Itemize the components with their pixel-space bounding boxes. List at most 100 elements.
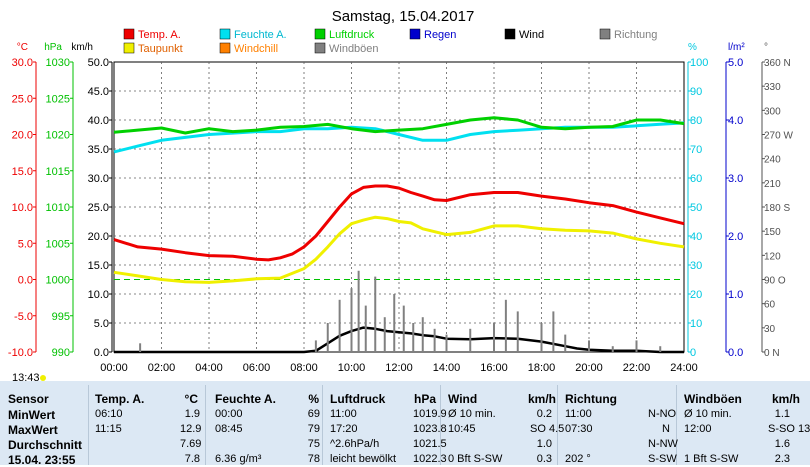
panel-cell: 202 ° <box>565 453 591 465</box>
panel-cell: 11:00 <box>330 408 357 420</box>
panel-cell: 69 <box>307 408 320 420</box>
panel-cell: 1.0 <box>536 438 552 450</box>
legend-swatch-feuchte-a <box>219 28 231 40</box>
legend-label-windb-en: Windböen <box>329 43 379 55</box>
y-tick-label: 45.0 <box>88 86 109 98</box>
panel-cell: 11:00 <box>565 408 592 420</box>
y-tick-label: 1005 <box>46 238 70 250</box>
panel-cell: 1022.3 <box>413 453 447 465</box>
y-tick-label: 0.0 <box>94 347 109 359</box>
y-tick-label: 1.0 <box>728 289 743 301</box>
y-tick-label: 10.0 <box>12 202 33 214</box>
panel-cell: S-SO 13.0 <box>768 423 810 435</box>
panel-cell: Feuchte A. <box>215 392 276 406</box>
y-tick-label: 25.0 <box>88 202 109 214</box>
panel-cell: N <box>662 423 670 435</box>
legend-swatch-windb-en <box>314 42 326 54</box>
panel-cell: 79 <box>307 423 320 435</box>
panel-cell: 1 Bft S-SW <box>684 453 739 465</box>
statistics-panel: Sensor Temp. A. °C Feuchte A.% Luftdruck hPa W… <box>0 381 810 467</box>
panel-cell: 1023.8 <box>413 423 447 435</box>
panel-cell: 08:45 <box>215 423 243 435</box>
panel-cell: 2.3 <box>774 453 790 465</box>
legend-swatch-temp-a <box>123 28 135 40</box>
y-tick-label: 30 <box>690 260 702 272</box>
panel-cell: 00:00 <box>215 408 243 420</box>
panel-cell: 17:20 <box>330 423 358 435</box>
x-tick-label: 18:00 <box>528 362 556 374</box>
panel-separator <box>676 385 677 465</box>
legend-swatch-regen <box>409 28 421 40</box>
x-tick-label: 24:00 <box>670 362 698 374</box>
y-tick-label: 1010 <box>46 202 70 214</box>
panel-cell: Ø 10 min. <box>448 408 496 420</box>
y-tick-label: 0.0 <box>18 275 33 287</box>
x-tick-label: 14:00 <box>433 362 461 374</box>
y-tick-label: 40.0 <box>88 115 109 127</box>
panel-cell: 1021.5 <box>413 438 447 450</box>
legend-label-taupunkt: Taupunkt <box>138 43 183 55</box>
y-tick-label: 20.0 <box>88 231 109 243</box>
y-tick-label: 990 <box>52 347 70 359</box>
panel-cell: hPa <box>414 392 437 406</box>
y-tick-label: 1030 <box>46 57 70 69</box>
legend-label-luftdruck: Luftdruck <box>329 29 375 41</box>
y-tick-label: 70 <box>690 144 702 156</box>
panel-cell: 12:00 <box>684 423 712 435</box>
legend-label-regen: Regen <box>424 29 456 41</box>
x-tick-label: 10:00 <box>338 362 366 374</box>
y-tick-label: 10.0 <box>88 289 109 301</box>
y-tick-label: 120 <box>764 251 781 262</box>
y-tick-label: -5.0 <box>14 311 33 323</box>
panel-cell: 11:15 <box>95 423 122 435</box>
y-tick-label: 1000 <box>46 275 70 287</box>
y-tick-label: 330 <box>764 82 781 93</box>
panel-cell: leicht bewölkt <box>330 453 397 465</box>
panel-separator <box>322 385 323 465</box>
panel-cell: Ø 10 min. <box>684 408 732 420</box>
y-tick-label: 90 O <box>764 276 786 287</box>
panel-cell: 7.8 <box>184 453 200 465</box>
axis-unit-3: % <box>688 42 697 53</box>
panel-cell: MaxWert <box>8 423 58 437</box>
legend-swatch-windchill <box>219 42 231 54</box>
x-tick-label: 04:00 <box>195 362 223 374</box>
panel-cell: S-SW <box>648 453 677 465</box>
panel-cell: 12.9 <box>180 423 202 435</box>
legend-swatch-luftdruck <box>314 28 326 40</box>
axis-units: °C hPa km/h% l/m² ° <box>17 42 768 53</box>
panel-cell: 07:30 <box>565 423 593 435</box>
y-tick-label: 20 <box>690 289 702 301</box>
y-tick-label: 25.0 <box>12 93 33 105</box>
y-tick-label: 270 W <box>764 131 793 142</box>
y-tick-label: 60 <box>764 300 776 311</box>
y-tick-label: 0 <box>690 347 696 359</box>
x-tick-label: 00:00 <box>100 362 128 374</box>
y-tick-label: 30 <box>764 324 776 335</box>
legend-label-temp-a: Temp. A. <box>138 29 181 41</box>
y-tick-label: 4.0 <box>728 115 743 127</box>
legend-label-feuchte-a: Feuchte A. <box>234 29 287 41</box>
panel-cell: 1019.9 <box>413 408 447 420</box>
x-tick-label: 08:00 <box>290 362 318 374</box>
y-tick-label: 2.0 <box>728 231 743 243</box>
chart-title: Samstag, 15.04.2017 <box>332 8 475 25</box>
series-luftdruck <box>113 116 685 135</box>
panel-cell: % <box>308 392 319 406</box>
panel-separator <box>440 385 441 465</box>
panel-cell: MinWert <box>8 408 56 422</box>
panel-cell: 15.04. 23:55 <box>8 453 76 467</box>
panel-cell: Richtung <box>565 392 617 406</box>
y-tick-label: 80 <box>690 115 702 127</box>
y-tick-label: 1020 <box>46 130 70 142</box>
time-marker: 13:43 <box>12 372 46 381</box>
panel-cell: Durchschnitt <box>8 438 83 452</box>
panel-cell: 0 Bft S-SW <box>448 453 503 465</box>
panel-cell: N-NW <box>648 438 678 450</box>
x-tick-label: 12:00 <box>385 362 413 374</box>
y-tick-label: 50 <box>690 202 702 214</box>
y-tick-label: 1015 <box>46 166 70 178</box>
y-tick-label: 30.0 <box>12 57 33 69</box>
panel-cell: 1.1 <box>774 408 790 420</box>
y-tick-label: 5.0 <box>728 57 743 69</box>
